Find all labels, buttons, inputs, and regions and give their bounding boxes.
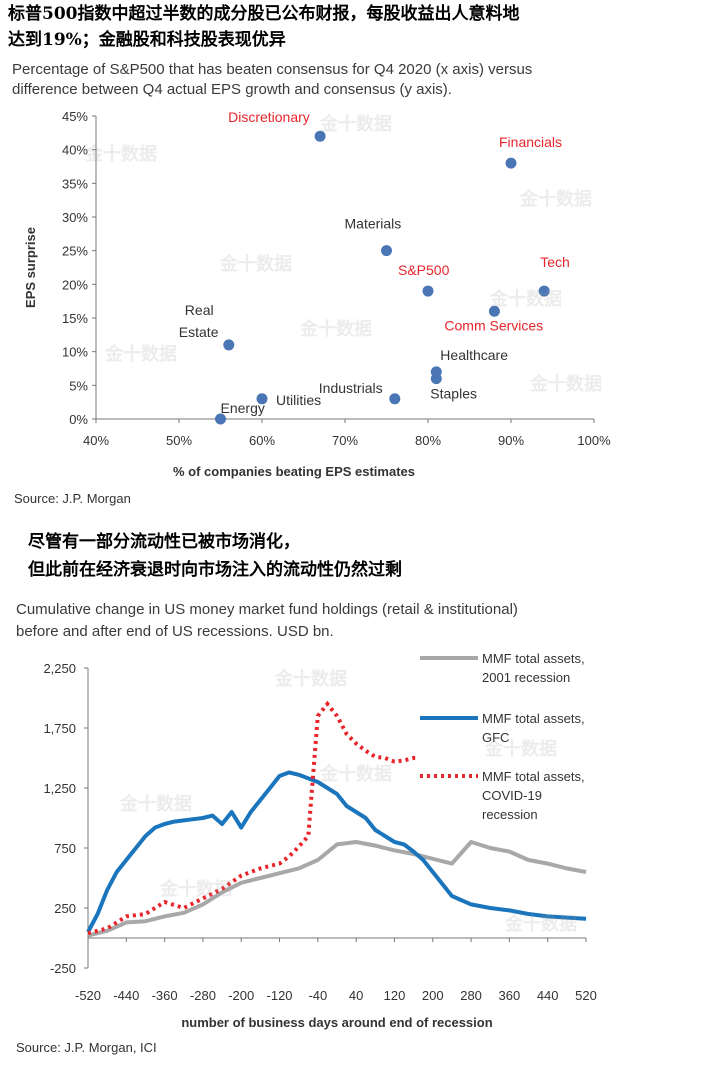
scatter-point: [381, 245, 392, 257]
x-tick-label: 100%: [577, 433, 611, 448]
legend-label: MMF total assets,: [482, 769, 585, 784]
y-tick-label: 25%: [62, 244, 88, 259]
x-tick-label: 80%: [415, 433, 441, 448]
point-label: Industrials: [319, 380, 383, 396]
y-axis-label: EPS surprise: [23, 227, 38, 308]
y-tick-label: 15%: [62, 311, 88, 326]
series-line: [87, 700, 419, 936]
y-tick-label: 10%: [62, 345, 88, 360]
x-tick-label: -520: [75, 988, 101, 1003]
x-tick-label: 50%: [166, 433, 192, 448]
y-tick-label: -250: [50, 961, 76, 976]
y-tick-label: 0%: [69, 412, 88, 427]
series-line: [87, 840, 587, 938]
x-tick-label: 70%: [332, 433, 358, 448]
bottom-chart-subtitle-line2: before and after end of US recessions. U…: [16, 623, 334, 640]
y-tick-label: 2,250: [43, 661, 76, 676]
point-label: Discretionary: [228, 109, 310, 125]
point-label: Comm Services: [444, 317, 543, 333]
top-chart-subtitle-line2: difference between Q4 actual EPS growth …: [12, 81, 452, 98]
bottom-cn-title-line2: 但此前在经济衰退时向市场注入的流动性仍然过剩: [28, 560, 402, 580]
scatter-point: [430, 373, 442, 385]
x-tick-label: 440: [537, 988, 559, 1003]
y-tick-label: 30%: [62, 210, 88, 225]
legend-label: GFC: [482, 730, 509, 745]
y-tick-label: 20%: [62, 277, 88, 292]
y-tick-label: 35%: [62, 176, 88, 191]
point-label: Healthcare: [440, 347, 508, 363]
x-tick-label: -40: [308, 988, 327, 1003]
legend-label: 2001 recession: [482, 670, 570, 685]
y-tick-label: 5%: [69, 378, 88, 393]
x-tick-label: 90%: [498, 433, 524, 448]
top-source: Source: J.P. Morgan: [14, 491, 131, 506]
scatter-point: [389, 393, 401, 405]
scatter-point: [256, 393, 268, 405]
point-label: Materials: [345, 216, 402, 232]
x-axis-label: % of companies beating EPS estimates: [173, 464, 415, 479]
y-tick-label: 45%: [62, 109, 88, 124]
x-tick-label: -360: [152, 988, 178, 1003]
x-tick-label: -280: [190, 988, 216, 1003]
x-tick-label: 40: [349, 988, 363, 1003]
x-tick-label: 280: [460, 988, 482, 1003]
point-label: Staples: [430, 386, 477, 402]
scatter-point: [488, 305, 500, 317]
legend-label: COVID-19: [482, 788, 542, 803]
y-tick-label: 750: [54, 841, 76, 856]
line-chart: -250 250 750 1,250 1,750 2,250 -520 -440 -360 -28…: [43, 651, 597, 1030]
y-tick-label: 250: [54, 901, 76, 916]
legend-label: MMF total assets,: [482, 651, 585, 666]
top-cn-title-line1: 标普500指数中超过半数的成分股已公布财报，每股收益出人意料地: [8, 4, 520, 24]
point-label: Financials: [499, 134, 562, 150]
scatter-point: [223, 339, 235, 351]
scatter-point: [215, 413, 226, 425]
x-tick-label: 60%: [249, 433, 275, 448]
scatter-point: [314, 130, 326, 142]
point-label: Utilities: [276, 392, 321, 408]
series-line: [86, 770, 587, 933]
x-tick-label: 40%: [83, 433, 109, 448]
legend-label: recession: [482, 807, 538, 822]
x-tick-label: 520: [575, 988, 597, 1003]
legend-label: MMF total assets,: [482, 711, 585, 726]
top-cn-title-line2: 达到19%；金融股和科技股表现优异: [8, 30, 286, 50]
point-label: Tech: [540, 254, 570, 270]
bottom-chart-subtitle-line1: Cumulative change in US money market fun…: [16, 601, 518, 618]
scatter-chart: 0% 5% 10% 15% 20% 25% 30% 35% 40% 45% 40% 50% 60% 70%…: [23, 109, 611, 479]
point-label: S&P500: [398, 262, 450, 278]
x-tick-label: 120: [384, 988, 406, 1003]
y-tick-label: 1,750: [43, 721, 76, 736]
scatter-point: [422, 285, 434, 297]
point-label: Estate: [179, 324, 219, 340]
x-tick-label: -200: [228, 988, 254, 1003]
x-tick-label: 360: [499, 988, 521, 1003]
top-chart-subtitle-line1: Percentage of S&P500 that has beaten con…: [12, 61, 533, 78]
y-tick-label: 40%: [62, 143, 88, 158]
x-axis-label: number of business days around end of re…: [181, 1015, 492, 1030]
bottom-cn-title-line1: 尽管有一部分流动性已被市场消化，: [28, 532, 300, 552]
x-tick-label: -440: [113, 988, 139, 1003]
bottom-source: Source: J.P. Morgan, ICI: [16, 1040, 157, 1055]
point-label: Energy: [221, 400, 265, 416]
x-tick-label: 200: [422, 988, 444, 1003]
x-tick-label: -120: [267, 988, 293, 1003]
scatter-point: [538, 285, 550, 297]
scatter-point: [505, 157, 517, 169]
y-tick-label: 1,250: [43, 781, 76, 796]
point-label: Real: [185, 302, 214, 318]
